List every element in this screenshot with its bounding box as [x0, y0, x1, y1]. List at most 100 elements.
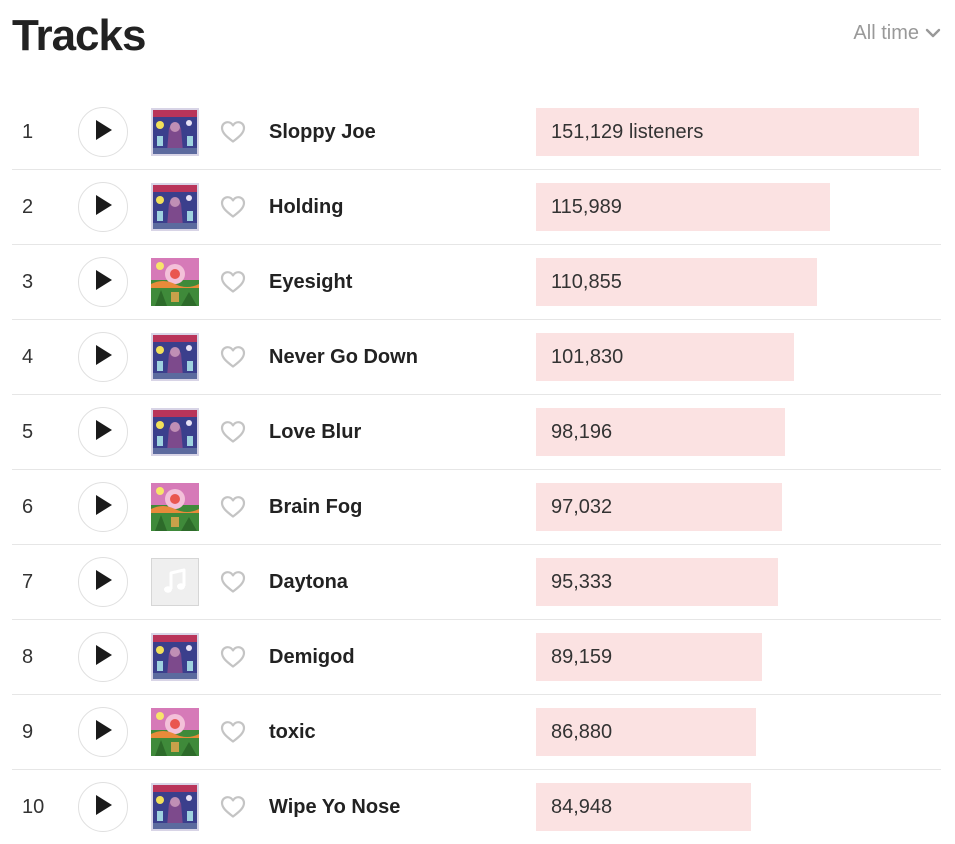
heart-icon [220, 271, 246, 298]
track-row: 6 Brain Fog 97,032 [12, 470, 941, 545]
listeners-bar[interactable]: 115,989 [536, 183, 830, 231]
listeners-bar[interactable]: 84,948 [536, 783, 751, 831]
listeners-bar[interactable]: 101,830 [536, 333, 794, 381]
listeners-count: 151,129 listeners [551, 121, 704, 143]
track-rank: 9 [22, 721, 34, 743]
track-row: 3 Eyesight 110,855 [12, 245, 941, 320]
heart-icon [220, 571, 246, 598]
heart-icon [220, 196, 246, 223]
track-name[interactable]: Daytona [269, 571, 348, 593]
listeners-count: 110,855 [551, 271, 622, 293]
heart-icon [220, 796, 246, 823]
track-name[interactable]: Wipe Yo Nose [269, 796, 401, 818]
heart-icon [220, 346, 246, 373]
track-rank: 3 [22, 271, 34, 293]
period-dropdown[interactable]: All time [853, 20, 941, 46]
track-name[interactable]: Holding [269, 196, 344, 218]
play-button[interactable] [78, 332, 128, 382]
album-art[interactable] [151, 108, 199, 156]
track-list: 1 Sloppy Joe 151,129 listeners 2 [12, 95, 941, 844]
track-name[interactable]: Love Blur [269, 421, 362, 443]
play-icon [93, 419, 113, 446]
tracks-header: Tracks All time [0, 0, 955, 80]
track-name[interactable]: Brain Fog [269, 496, 363, 518]
track-name[interactable]: Demigod [269, 646, 355, 668]
track-rank: 6 [22, 496, 34, 518]
love-button[interactable] [220, 195, 246, 219]
music-note-icon[interactable] [151, 558, 199, 606]
love-button[interactable] [220, 420, 246, 444]
album-art[interactable] [151, 783, 199, 831]
play-button[interactable] [78, 557, 128, 607]
love-button[interactable] [220, 720, 246, 744]
track-rank: 7 [22, 571, 34, 593]
track-rank: 2 [22, 196, 34, 218]
heart-icon [220, 121, 246, 148]
play-button[interactable] [78, 482, 128, 532]
play-icon [93, 494, 113, 521]
track-name[interactable]: Never Go Down [269, 346, 418, 368]
love-button[interactable] [220, 345, 246, 369]
listeners-count: 101,830 [551, 346, 624, 368]
track-row: 4 Never Go Down 101,830 [12, 320, 941, 395]
love-button[interactable] [220, 570, 246, 594]
track-row: 2 Holding 115,989 [12, 170, 941, 245]
listeners-count: 115,989 [551, 196, 622, 218]
listeners-bar[interactable]: 97,032 [536, 483, 782, 531]
album-art[interactable] [151, 183, 199, 231]
track-row: 5 Love Blur 98,196 [12, 395, 941, 470]
page-title: Tracks [12, 11, 146, 60]
album-art[interactable] [151, 708, 199, 756]
track-rank: 4 [22, 346, 34, 368]
play-icon [93, 194, 113, 221]
track-row: 8 Demigod 89,159 [12, 620, 941, 695]
listeners-bar[interactable]: 151,129 listeners [536, 108, 919, 156]
listeners-bar[interactable]: 110,855 [536, 258, 817, 306]
album-art[interactable] [151, 258, 199, 306]
listeners-count: 89,159 [551, 646, 613, 668]
heart-icon [220, 721, 246, 748]
track-row: 9 toxic 86,880 [12, 695, 941, 770]
play-icon [93, 344, 113, 371]
play-button[interactable] [78, 782, 128, 832]
chevron-down-icon [925, 27, 941, 39]
album-art[interactable] [151, 633, 199, 681]
listeners-count: 84,948 [551, 796, 613, 818]
track-row: 1 Sloppy Joe 151,129 listeners [12, 95, 941, 170]
love-button[interactable] [220, 495, 246, 519]
play-icon [93, 644, 113, 671]
play-button[interactable] [78, 257, 128, 307]
track-rank: 1 [22, 121, 34, 143]
track-rank: 8 [22, 646, 34, 668]
play-button[interactable] [78, 407, 128, 457]
play-button[interactable] [78, 107, 128, 157]
listeners-bar[interactable]: 89,159 [536, 633, 762, 681]
listeners-count: 86,880 [551, 721, 613, 743]
track-rank: 5 [22, 421, 34, 443]
love-button[interactable] [220, 795, 246, 819]
album-art[interactable] [151, 483, 199, 531]
play-button[interactable] [78, 182, 128, 232]
track-name[interactable]: Eyesight [269, 271, 353, 293]
love-button[interactable] [220, 645, 246, 669]
track-name[interactable]: Sloppy Joe [269, 121, 376, 143]
love-button[interactable] [220, 270, 246, 294]
track-name[interactable]: toxic [269, 721, 316, 743]
album-art[interactable] [151, 333, 199, 381]
play-button[interactable] [78, 707, 128, 757]
listeners-bar[interactable]: 86,880 [536, 708, 756, 756]
period-label: All time [853, 22, 919, 44]
play-button[interactable] [78, 632, 128, 682]
listeners-count: 95,333 [551, 571, 613, 593]
listeners-bar[interactable]: 95,333 [536, 558, 778, 606]
play-icon [93, 794, 113, 821]
heart-icon [220, 646, 246, 673]
play-icon [93, 269, 113, 296]
track-row: 7 Daytona 95,333 [12, 545, 941, 620]
love-button[interactable] [220, 120, 246, 144]
listeners-count: 97,032 [551, 496, 613, 518]
album-art[interactable] [151, 408, 199, 456]
listeners-count: 98,196 [551, 421, 613, 443]
listeners-bar[interactable]: 98,196 [536, 408, 785, 456]
track-rank: 10 [22, 796, 45, 818]
